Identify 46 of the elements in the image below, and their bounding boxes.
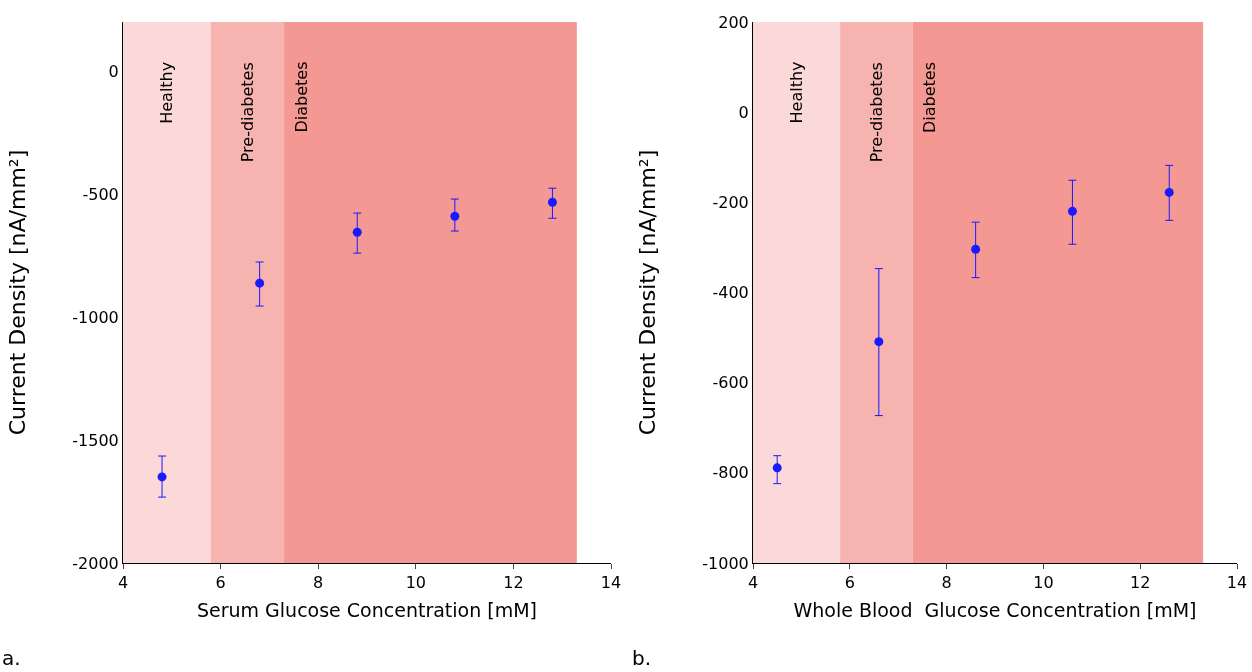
x-tick-label: 12 bbox=[1130, 573, 1151, 593]
y-axis-title: Current Density [nA/mm²] bbox=[5, 149, 31, 436]
x-tick-label: 14 bbox=[1226, 573, 1248, 593]
band-label: Pre-diabetes bbox=[237, 62, 257, 163]
band-label: Healthy bbox=[786, 61, 806, 124]
point bbox=[157, 472, 167, 482]
x-tick-label: 8 bbox=[941, 573, 952, 593]
x-tick-label: 10 bbox=[1033, 573, 1054, 593]
band-label: Healthy bbox=[157, 61, 177, 124]
point bbox=[971, 244, 981, 254]
y-tick-label: -800 bbox=[712, 463, 749, 483]
x-tick-label: 4 bbox=[117, 573, 129, 593]
point bbox=[1164, 187, 1174, 197]
y-tick-label: -400 bbox=[712, 283, 749, 303]
y-tick-label: 0 bbox=[738, 102, 749, 122]
y-tick-label: 0 bbox=[108, 61, 119, 81]
x-tick-label: 8 bbox=[313, 573, 324, 593]
y-tick-label: -1000 bbox=[72, 307, 119, 327]
point bbox=[255, 278, 265, 288]
x-tick-label: 14 bbox=[600, 573, 622, 593]
text: a. bbox=[2, 646, 21, 670]
x-tick-label: 10 bbox=[405, 573, 426, 593]
band-label: Diabetes bbox=[291, 61, 311, 133]
point bbox=[874, 337, 884, 347]
point bbox=[547, 197, 557, 207]
y-tick-label: -500 bbox=[82, 184, 119, 204]
y-tick-label: 200 bbox=[718, 12, 749, 32]
band-label: Diabetes bbox=[920, 62, 940, 134]
x-axis-title: Whole Blood Glucose Concentration [mM] bbox=[793, 599, 1197, 621]
text: b. bbox=[632, 646, 652, 670]
point bbox=[772, 463, 782, 473]
point bbox=[352, 227, 362, 237]
y-tick-label: -1000 bbox=[702, 553, 749, 573]
y-tick-label: -200 bbox=[712, 192, 749, 212]
point bbox=[450, 211, 460, 221]
y-axis-title: Current Density [nA/mm²] bbox=[635, 149, 661, 436]
x-tick-label: 12 bbox=[503, 573, 524, 593]
band-label: Pre-diabetes bbox=[866, 62, 886, 163]
x-tick-label: 6 bbox=[215, 573, 226, 593]
y-tick-label: -2000 bbox=[72, 553, 119, 573]
y-tick-label: -600 bbox=[712, 373, 749, 393]
y-tick-label: -1500 bbox=[72, 430, 119, 450]
point bbox=[1067, 206, 1077, 216]
x-tick-label: 6 bbox=[844, 573, 855, 593]
x-axis-title: Serum Glucose Concentration [mM] bbox=[196, 599, 538, 621]
x-tick-label: 4 bbox=[747, 573, 759, 593]
